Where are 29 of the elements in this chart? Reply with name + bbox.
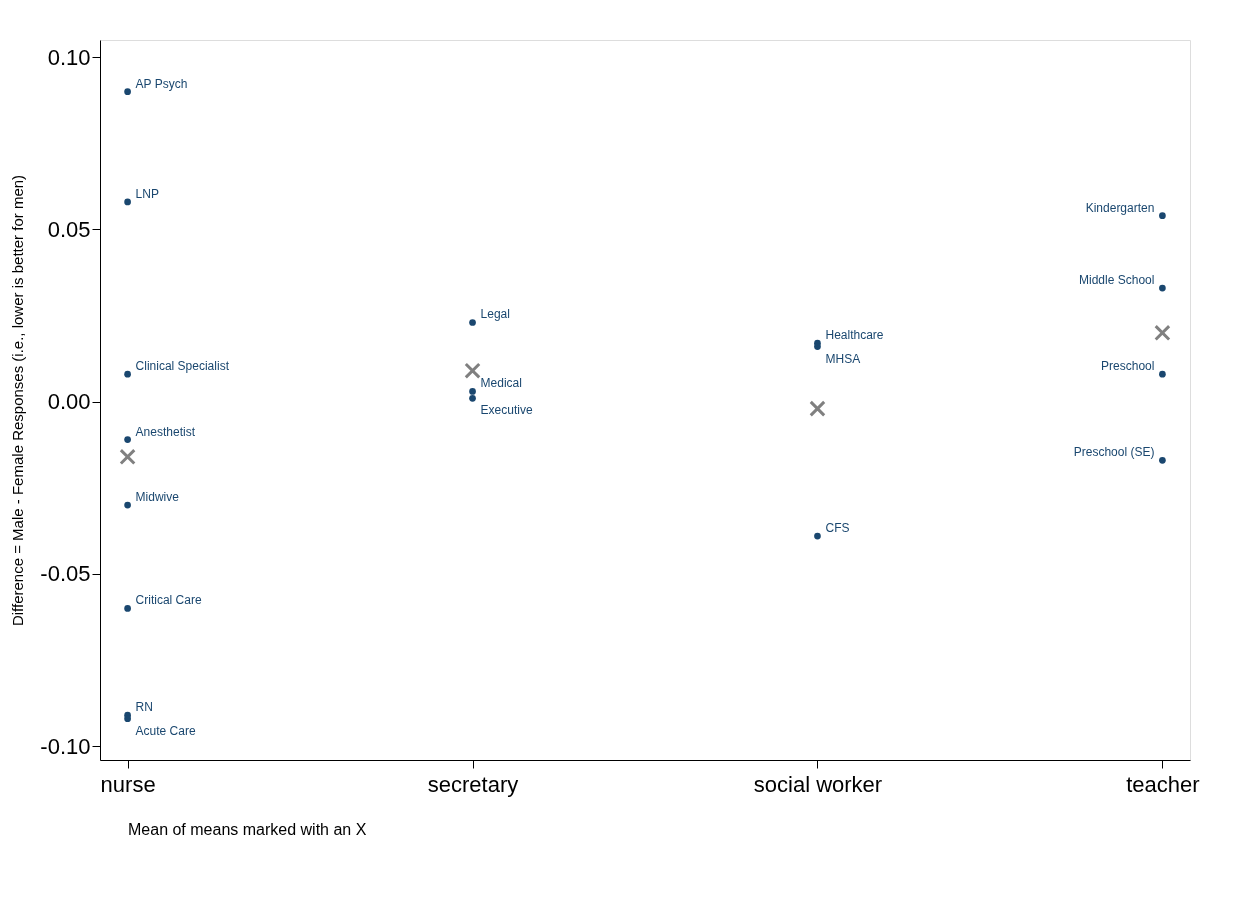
annotation: AP Psych bbox=[135, 76, 188, 91]
y-tick-label: -0.05 bbox=[40, 561, 91, 587]
annotation: Anesthetist bbox=[135, 424, 196, 439]
x-tick-label: social worker bbox=[753, 771, 883, 797]
annotation: Healthcare bbox=[825, 328, 884, 343]
annotation: CFS bbox=[825, 521, 850, 536]
annotation: MHSA bbox=[825, 351, 861, 366]
annotation: Medical bbox=[480, 376, 522, 391]
annotation: Acute Care bbox=[135, 723, 196, 738]
annotation: Critical Care bbox=[135, 593, 202, 608]
annotation: Preschool (SE) bbox=[1073, 445, 1155, 460]
text: Mean of means marked with an X bbox=[128, 821, 367, 838]
y-axis-title: Difference = Male - Female Responses (i.e., lower is better for men) bbox=[9, 174, 27, 627]
y-tick-label: 0.10 bbox=[47, 44, 91, 70]
annotation: Executive bbox=[480, 403, 533, 418]
y-tick-label: -0.10 bbox=[40, 733, 91, 759]
y-tick-label: 0.05 bbox=[47, 216, 91, 242]
annotation: RN bbox=[135, 700, 153, 715]
annotation: Legal bbox=[480, 307, 510, 322]
x-tick-label: teacher bbox=[1126, 771, 1200, 797]
annotation: LNP bbox=[135, 186, 159, 201]
x-tick-label: secretary bbox=[427, 771, 519, 797]
annotation: Midwive bbox=[135, 490, 180, 505]
annotation: Preschool bbox=[1101, 359, 1155, 374]
annotation: Clinical Specialist bbox=[135, 359, 230, 374]
x-tick-label: nurse bbox=[100, 771, 156, 797]
annotation: Kindergarten bbox=[1085, 200, 1155, 215]
annotation: Middle School bbox=[1079, 273, 1155, 288]
y-tick-label: 0.00 bbox=[47, 389, 91, 415]
